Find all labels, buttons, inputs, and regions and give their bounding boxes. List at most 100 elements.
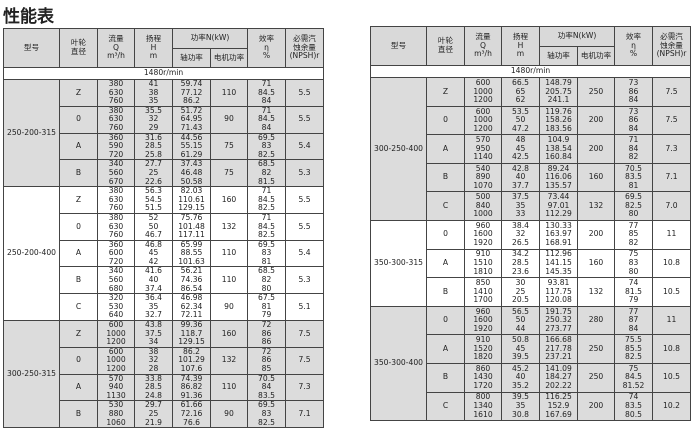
shaft-power-cell: 59.74 77.12 86.2 [172,79,211,107]
head-cell: 27.7 25 22.6 [134,159,173,188]
motor-power-cell: 132 [576,277,616,307]
head-cell: 39.5 35 30.8 [501,391,540,422]
flow-cell: 540 890 1070 [464,162,502,193]
efficiency-cell: 74 81.5 79 [614,277,654,307]
model-cell: 300-250-400 [370,77,427,221]
page-title: 性能表 [3,7,54,27]
header-impeller: 叶轮 直径 [426,26,465,66]
head-cell: 31.6 28.5 25.8 [134,132,173,161]
impeller-cell: C [426,391,465,422]
table-row: C 500 840 1000 37.5 35 33 73.44 97.01 112.2… [371,191,692,221]
impeller-cell: B [426,277,465,307]
motor-power-cell: 132 [209,212,249,241]
npsh-cell: 7.1 [652,162,692,193]
header-npsh: 必需汽 蚀余量 (NPSH)r [285,28,325,68]
impeller-cell: 0 [426,219,465,250]
impeller-cell: B [59,266,98,295]
shaft-power-cell: 73.44 97.01 112.29 [539,191,578,221]
motor-power-cell: 160 [576,162,616,193]
header-shaft-power: 轴功率 [172,48,211,68]
npsh-cell: 7.5 [285,346,325,375]
model-cell: 350-300-400 [370,305,427,422]
efficiency-cell: 69.5 83 82.5 [247,132,287,161]
table-row: A 910 1520 1820 50.8 45 39.5 166.68 217.78 … [371,334,692,364]
efficiency-cell: 75 83 80 [614,248,654,279]
table-row: A 360 600 720 46.8 45 42 65.99 88.55 101.63… [4,239,325,268]
motor-power-cell: 200 [576,134,616,164]
shaft-power-cell: 46.98 62.34 72.11 [172,293,211,322]
table-row: 250-200-315 Z 380 630 760 41 38 35 59.74 77.… [3,78,325,188]
impeller-cell: Z [59,186,98,214]
flow-cell: 860 1430 1720 [464,362,502,393]
shaft-power-cell: 82.03 110.61 129.15 [172,186,211,214]
header-shaft-power: 轴功率 [539,46,578,66]
impeller-cell: A [426,334,465,364]
head-cell: 33.8 28.5 24.8 [134,373,173,402]
motor-power-cell: 160 [576,248,616,279]
shaft-power-cell: 61.66 72.16 76.6 [172,400,211,429]
efficiency-cell: 68.5 82 81.5 [247,159,287,188]
impeller-cell: A [59,132,98,161]
efficiency-cell: 74 83.5 80.5 [614,391,654,422]
table-row: 300-250-400 Z 600 1000 1200 66.5 65 62 148.7… [370,77,692,221]
npsh-cell: 5.5 [285,105,325,134]
motor-power-cell: 160 [209,186,249,214]
impeller-cell: B [59,159,98,188]
efficiency-cell: 70.5 83.5 81 [614,162,654,193]
shaft-power-cell: 75.76 101.48 117.11 [172,212,211,241]
flow-cell: 910 1510 1810 [464,248,502,279]
header-power: 功率N(kW) [538,26,616,47]
efficiency-cell: 73 86 84 [614,105,654,136]
table-row: B 340 560 680 41.6 40 37.4 56.21 74.36 86.5… [4,266,325,295]
model-cell: 250-200-315 [3,78,60,188]
flow-cell: 380 630 760 [97,79,135,107]
impeller-cell: C [59,293,98,322]
npsh-cell: 7.5 [652,105,692,136]
motor-power-cell: 250 [576,334,616,364]
flow-cell: 320 530 640 [97,293,135,322]
efficiency-cell: 71 84.5 84 [247,105,287,134]
npsh-cell: 7.3 [652,134,692,164]
impeller-cell: Z [59,320,98,348]
shaft-power-cell: 116.25 152.9 167.69 [539,391,578,422]
flow-cell: 570 950 1140 [464,134,502,164]
motor-power-cell: 280 [576,305,616,336]
shaft-power-cell: 119.76 158.26 183.56 [539,105,578,136]
head-cell: 37.5 35 33 [501,191,540,221]
shaft-power-cell: 74.39 86.82 91.36 [172,373,211,402]
impeller-cell: 0 [426,105,465,136]
header-row: 型号 叶轮 直径 流量 Q m³/h 扬程 H m 功率N(kW) 效率 η % 必需汽 蚀… [3,28,325,68]
efficiency-cell: 69.5 83 81 [247,239,287,268]
flow-cell: 360 600 720 [97,239,135,268]
head-cell: 56.5 50 44 [501,305,540,336]
shaft-power-cell: 99.36 118.7 129.15 [172,320,211,348]
header-model: 型号 [370,26,427,66]
model-cell: 250-200-400 [3,186,60,322]
npsh-cell: 7.5 [285,320,325,348]
npsh-cell: 10.8 [652,334,692,364]
speed-row: 1480r/min [369,65,692,78]
motor-power-cell: 200 [576,391,616,422]
npsh-cell: 5.4 [285,132,325,161]
flow-cell: 600 1000 1200 [97,320,135,348]
shaft-power-cell: 65.99 88.55 101.63 [172,239,211,268]
shaft-power-cell: 112.96 141.15 145.35 [539,248,578,279]
table-row: 0 600 1000 1200 38 32 28 86.2 101.29 107.6 1… [4,346,325,375]
npsh-cell: 7.5 [652,77,692,107]
flow-cell: 600 1000 1200 [97,346,135,375]
shaft-power-cell: 104.9 138.54 160.84 [539,134,578,164]
impeller-cell: Z [59,79,98,107]
shaft-power-cell: 148.79 205.75 241.1 [539,77,578,107]
efficiency-cell: 71 84.5 82.5 [247,186,287,214]
table-row: 350-300-315 0 960 1600 1920 38.4 32 26.5 130… [370,219,692,307]
impeller-cell: Z [426,77,465,107]
flow-cell: 960 1600 1920 [464,305,502,336]
shaft-power-cell: 51.72 64.95 71.43 [172,105,211,134]
npsh-cell: 10.5 [652,362,692,393]
table-row: 0 600 1000 1200 53.5 50 47.2 119.76 158.26 … [371,105,692,136]
flow-cell: 570 940 1130 [97,373,135,402]
table-row: 0 380 630 760 35.5 32 29 51.72 64.95 71.43 9… [4,105,325,134]
flow-cell: 960 1600 1920 [464,219,502,250]
flow-cell: 600 1000 1200 [464,105,502,136]
head-cell: 36.4 35 32.7 [134,293,173,322]
